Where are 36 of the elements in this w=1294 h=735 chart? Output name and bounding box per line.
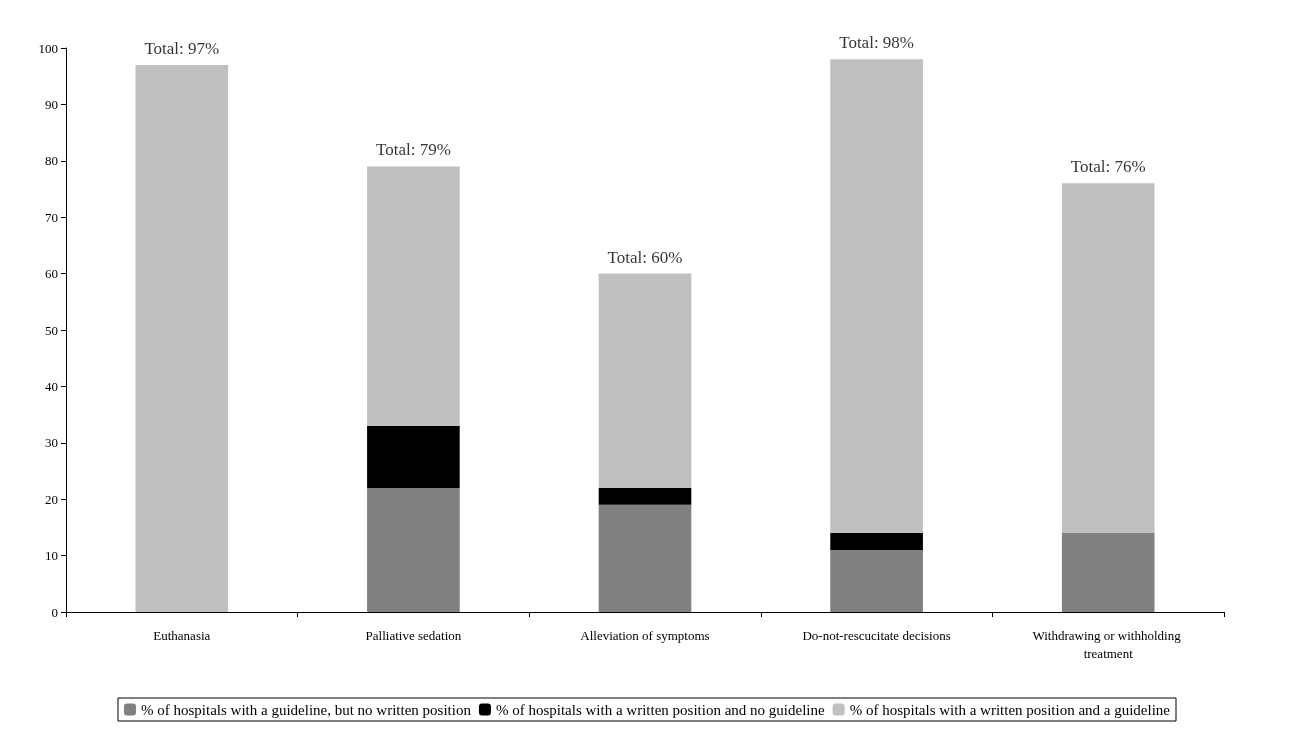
y-tick-label: 40 bbox=[45, 378, 58, 394]
legend-label: % of hospitals with a written position and a guideline bbox=[849, 701, 1171, 718]
total-label: Total: 60% bbox=[607, 247, 683, 267]
y-tick-label: 100 bbox=[38, 40, 58, 56]
y-tick-label: 30 bbox=[45, 435, 58, 451]
y-tick-label: 80 bbox=[45, 153, 58, 169]
total-label: Total: 97% bbox=[144, 38, 220, 58]
bar bbox=[367, 487, 460, 612]
bar bbox=[830, 533, 923, 550]
bar bbox=[830, 549, 923, 612]
bar bbox=[598, 504, 692, 612]
bar bbox=[598, 273, 692, 488]
bar bbox=[1061, 533, 1155, 612]
total-label: Total: 76% bbox=[1070, 157, 1146, 177]
y-tick-label: 90 bbox=[45, 96, 58, 112]
y-tick-label: 60 bbox=[45, 266, 58, 282]
total-label: Total: 79% bbox=[375, 140, 451, 160]
x-tick-label: Withdrawing or withholding treatment bbox=[1032, 627, 1184, 661]
bar bbox=[830, 59, 923, 534]
y-tick-label: 50 bbox=[45, 322, 58, 338]
x-tick-label: Palliative sedation bbox=[365, 627, 462, 643]
y-tick-label: 10 bbox=[45, 548, 58, 564]
x-tick-label: Alleviation of symptoms bbox=[580, 627, 710, 643]
bar bbox=[367, 166, 460, 426]
y-tick-label: 20 bbox=[45, 491, 58, 507]
x-tick-label: Do-not-rescucitate decisions bbox=[802, 627, 951, 643]
bar bbox=[367, 425, 460, 488]
total-label: Total: 98% bbox=[839, 33, 915, 53]
x-tick-label: Euthanasia bbox=[153, 627, 211, 643]
bar bbox=[598, 487, 692, 505]
legend-label: % of hospitals with a written position and no guideline bbox=[495, 701, 825, 718]
legend-label: % of hospitals with a guideline, but no written position bbox=[140, 701, 472, 718]
y-tick-label: 70 bbox=[45, 209, 58, 225]
y-tick-label: 0 bbox=[51, 604, 58, 620]
bar bbox=[1061, 183, 1155, 534]
bar bbox=[135, 64, 229, 612]
